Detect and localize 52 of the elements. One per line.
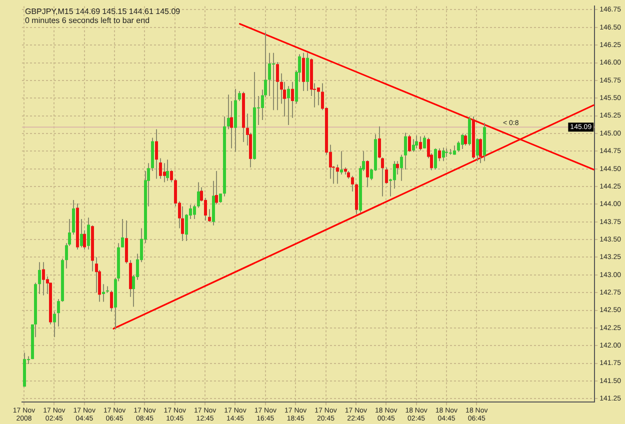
candlestick [238,90,241,102]
candlestick [181,206,184,242]
candlestick [400,154,403,182]
candlestick [378,126,381,159]
candlestick [408,134,411,152]
candlestick [340,150,343,175]
candlestick [208,208,211,222]
candlestick [102,284,105,302]
candlestick [381,157,384,197]
candlestick [464,134,467,146]
candlestick [438,148,441,162]
candlestick [393,160,396,190]
text: 0 minutes 6 seconds left to bar end [25,16,150,26]
candlestick [268,52,271,97]
candlestick [38,262,41,295]
candlestick [385,166,388,184]
candlestick [366,160,369,188]
candlestick [396,160,399,175]
candlestick [42,262,45,296]
candlestick [53,311,56,338]
candlestick [272,52,275,111]
candlestick [291,81,294,118]
candlestick [170,170,173,183]
candlestick [159,158,162,180]
candlestick [476,138,479,162]
candlestick [434,148,437,170]
candlestick [227,94,230,130]
candlestick [419,136,422,151]
candlestick [404,132,407,170]
candlestick [110,290,113,312]
candlestick [412,138,415,152]
candlestick [317,87,320,106]
candlestick [276,62,279,111]
candlestick [197,182,200,208]
candlestick [461,134,464,150]
candlestick [219,193,222,204]
candlestick [415,135,418,149]
candlestick [193,204,196,220]
candlestick [57,298,60,328]
candlestick [87,217,90,250]
candlestick [479,138,482,164]
candlestick [80,218,83,248]
candlestick [287,86,290,126]
candlestick [423,135,426,149]
chart-title: GBPJPY,M15 144.69 145.15 144.61 145.09 [25,7,180,17]
candlestick [121,218,124,248]
candlestick [155,128,158,180]
candlestick [163,162,166,183]
candlestick [442,147,445,162]
candlestick [336,164,339,184]
candlestick [351,175,354,192]
candlestick [166,159,169,182]
